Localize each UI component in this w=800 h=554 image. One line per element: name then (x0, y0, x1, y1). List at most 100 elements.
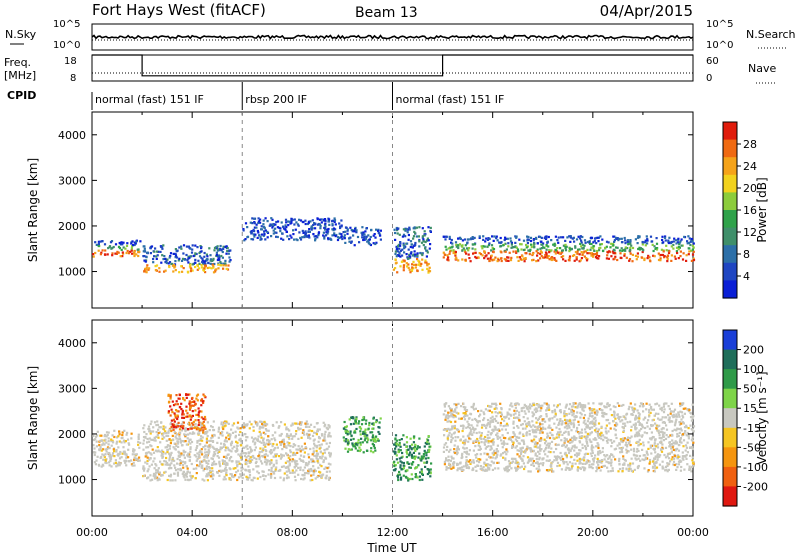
data-cell (113, 462, 116, 465)
data-cell (271, 223, 274, 226)
data-cell (263, 443, 266, 446)
data-cell (590, 246, 593, 249)
data-cell (286, 460, 289, 463)
data-cell (538, 421, 541, 424)
data-cell (148, 428, 151, 431)
data-cell (677, 245, 680, 248)
data-cell (392, 268, 395, 271)
data-cell (578, 440, 581, 443)
data-cell (394, 447, 397, 450)
data-cell (314, 227, 317, 230)
data-cell (451, 242, 454, 245)
data-cell (606, 418, 610, 422)
data-cell (204, 427, 207, 430)
data-cell (230, 473, 233, 476)
data-cell (576, 469, 579, 472)
data-cell (295, 469, 298, 472)
data-cell (311, 453, 314, 456)
data-cell (358, 420, 361, 423)
data-cell (372, 417, 375, 420)
data-cell (266, 236, 269, 239)
data-cell (634, 417, 637, 420)
data-cell (562, 255, 565, 258)
data-cell (681, 457, 684, 460)
data-cell (267, 438, 270, 442)
data-cell (172, 252, 175, 255)
freq-trace (92, 54, 693, 77)
data-cell (575, 437, 578, 440)
data-cell (414, 232, 417, 235)
data-cell (529, 248, 532, 251)
data-cell (169, 252, 173, 255)
data-cell (328, 470, 331, 473)
data-cell (372, 451, 375, 454)
data-cell (294, 228, 297, 231)
data-cell (223, 425, 226, 428)
data-cell (252, 440, 255, 443)
data-cell (569, 468, 572, 471)
data-cell (247, 451, 250, 454)
data-cell (364, 237, 367, 240)
data-cell (304, 446, 307, 449)
data-cell (453, 410, 456, 413)
data-cell (171, 434, 174, 437)
data-cell (481, 247, 484, 250)
data-cell (491, 439, 494, 442)
data-cell (583, 255, 586, 258)
data-cell (189, 418, 192, 421)
data-cell (328, 476, 331, 479)
data-cell (260, 426, 263, 429)
data-cell (456, 469, 459, 472)
data-cell (178, 459, 182, 462)
data-cell (614, 417, 617, 420)
data-cell (402, 464, 405, 467)
data-cell (195, 252, 198, 256)
data-cell (350, 240, 353, 243)
data-cell (417, 235, 420, 238)
data-cell (356, 441, 359, 444)
data-cell (559, 236, 563, 239)
data-cell (201, 258, 204, 261)
data-cell (186, 412, 189, 415)
data-cell (648, 256, 651, 259)
data-cell (292, 443, 295, 446)
data-cell (619, 252, 622, 255)
data-cell (481, 254, 484, 257)
data-cell (143, 424, 146, 427)
data-cell (653, 457, 656, 460)
data-cell (148, 430, 151, 433)
data-cell (272, 449, 275, 452)
data-cell (599, 246, 602, 249)
data-cell (428, 471, 431, 474)
data-cell (553, 455, 556, 458)
data-cell (289, 451, 292, 454)
data-cell (674, 442, 677, 445)
data-cell (169, 453, 172, 456)
data-cell (419, 264, 422, 267)
data-cell (547, 245, 550, 248)
data-cell (180, 423, 183, 426)
data-cell (573, 436, 576, 439)
data-cell (535, 431, 538, 434)
data-cell (676, 466, 679, 469)
data-cell (483, 461, 486, 464)
data-cell (446, 467, 449, 470)
data-cell (691, 417, 694, 420)
data-cell (229, 478, 232, 481)
data-cell (559, 419, 562, 423)
data-cell (576, 426, 579, 430)
data-cell (568, 407, 571, 410)
data-cell (586, 258, 589, 261)
data-cell (457, 448, 460, 451)
data-cell (638, 248, 642, 251)
data-cell (453, 414, 457, 417)
data-cell (546, 256, 549, 259)
data-cell (280, 465, 284, 468)
data-cell (665, 244, 668, 247)
data-cell (540, 251, 543, 254)
data-cell (161, 463, 164, 466)
data-cell (132, 244, 135, 247)
data-cell (182, 267, 185, 270)
data-cell (683, 426, 687, 429)
data-cell (191, 396, 194, 400)
